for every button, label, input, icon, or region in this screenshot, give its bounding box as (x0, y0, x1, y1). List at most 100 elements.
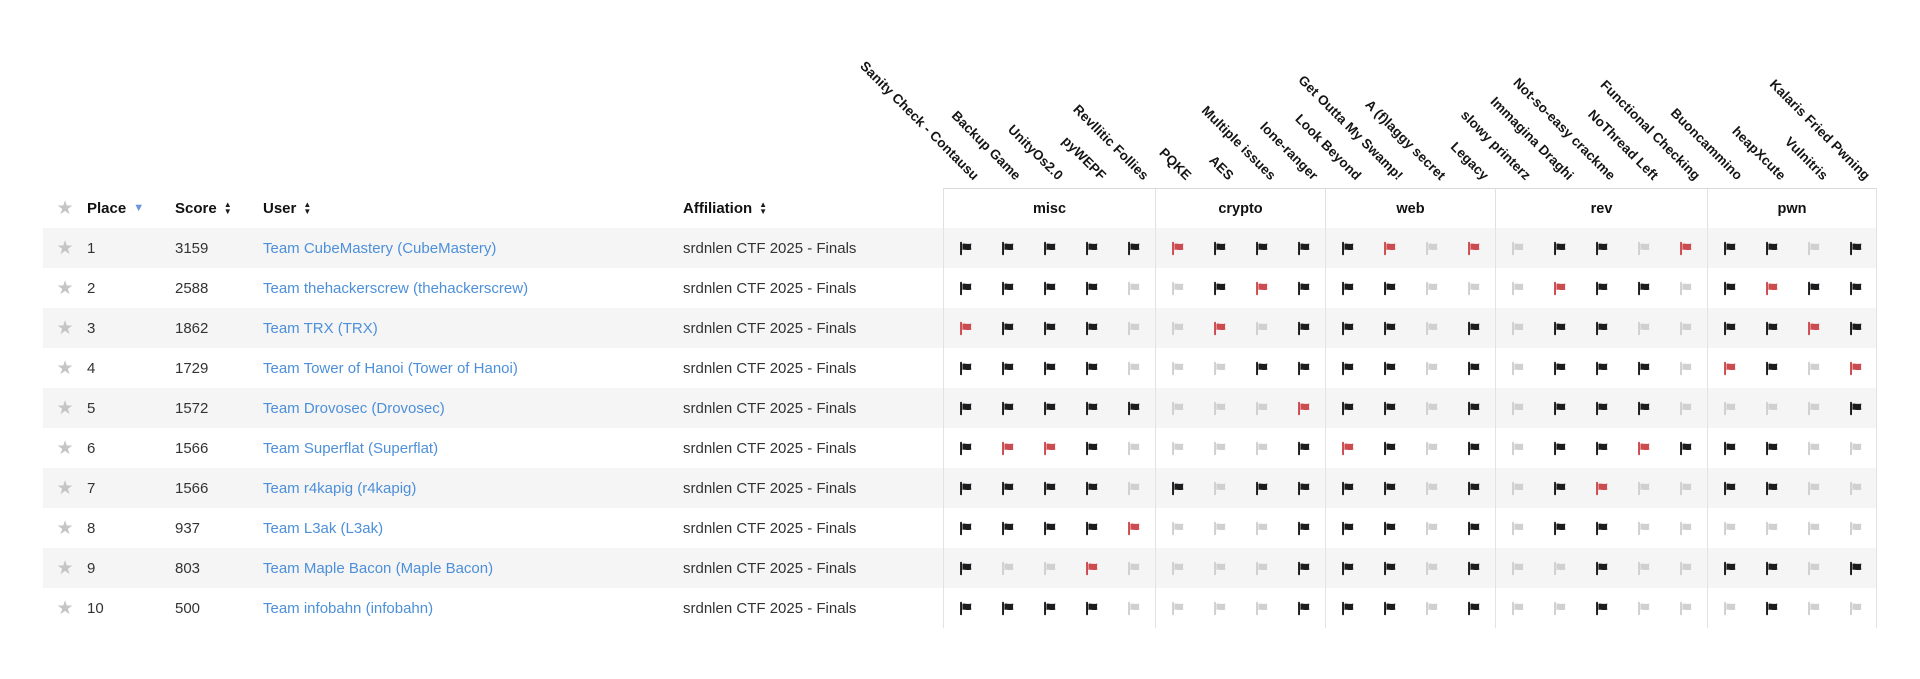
flag-group-pwn (1707, 348, 1877, 388)
flags-area (943, 468, 1877, 508)
challenge-flag-cell (1071, 548, 1113, 588)
star-icon[interactable]: ★ (56, 397, 74, 419)
flag-icon (1635, 240, 1652, 257)
challenge-flag-cell (1708, 468, 1750, 508)
flag-icon (1169, 560, 1186, 577)
challenge-flag-cell (1538, 308, 1580, 348)
flag-icon (1805, 360, 1822, 377)
flag-icon (957, 600, 974, 617)
flag-icon (1423, 400, 1440, 417)
challenge-flag-cell (1496, 548, 1538, 588)
team-link[interactable]: Team r4kapig (r4kapig) (263, 479, 417, 497)
flag-icon (1763, 240, 1780, 257)
flag-icon (1635, 560, 1652, 577)
affiliation-cell-text: srdnlen CTF 2025 - Finals (683, 399, 857, 417)
flag-group-rev (1495, 468, 1707, 508)
team-link[interactable]: Team L3ak (L3ak) (263, 519, 384, 537)
column-header-user[interactable]: User ▲ ▼ (263, 188, 683, 228)
flag-group-rev (1495, 428, 1707, 468)
place-cell: 1 (87, 228, 175, 268)
team-link[interactable]: Team Superflat (Superflat) (263, 439, 439, 457)
flags-area (943, 388, 1877, 428)
challenge-flag-cell (1708, 348, 1750, 388)
team-link[interactable]: Team Tower of Hanoi (Tower of Hanoi) (263, 359, 518, 377)
star-icon[interactable]: ★ (56, 277, 74, 299)
team-link[interactable]: Team infobahn (infobahn) (263, 599, 434, 617)
flag-icon (999, 600, 1016, 617)
category-label: pwn (1777, 200, 1807, 217)
flag-icon (999, 240, 1016, 257)
flag-icon (1295, 600, 1312, 617)
place-cell-text: 5 (87, 399, 96, 417)
score-cell-text: 500 (175, 599, 201, 617)
flag-icon (957, 240, 974, 257)
challenge-flag-cell (1665, 468, 1707, 508)
flag-icon (1295, 560, 1312, 577)
category-label: crypto (1218, 200, 1263, 217)
flag-icon (1509, 360, 1526, 377)
challenge-flag-cell (1326, 428, 1368, 468)
flag-icon (1677, 240, 1694, 257)
flag-icon (1423, 440, 1440, 457)
star-icon[interactable]: ★ (56, 477, 74, 499)
flag-icon (1125, 320, 1142, 337)
favorite-cell: ★ (43, 588, 87, 628)
column-header-place[interactable]: Place ▼ (87, 188, 175, 228)
star-icon[interactable]: ★ (56, 357, 74, 379)
star-icon[interactable]: ★ (56, 317, 74, 339)
challenge-flag-cell (1750, 388, 1792, 428)
challenge-flag-cell (1156, 268, 1198, 308)
flag-icon (1381, 240, 1398, 257)
challenge-flag-cell (1792, 308, 1834, 348)
challenge-flag-cell (944, 548, 986, 588)
column-header-affiliation[interactable]: Affiliation ▲ ▼ (683, 188, 943, 228)
flag-icon (1381, 520, 1398, 537)
challenge-flag-cell (1580, 388, 1622, 428)
star-icon[interactable]: ★ (56, 237, 74, 259)
challenge-flag-cell (1623, 348, 1665, 388)
challenge-flag-cell (944, 388, 986, 428)
affiliation-cell: srdnlen CTF 2025 - Finals (683, 428, 943, 468)
flag-icon (1593, 520, 1610, 537)
team-link[interactable]: Team TRX (TRX) (263, 319, 378, 337)
challenge-flag-cell (1623, 428, 1665, 468)
category-header-pwn: pwn (1707, 188, 1877, 228)
star-icon[interactable]: ★ (56, 517, 74, 539)
flag-icon (1295, 360, 1312, 377)
flag-icon (1083, 520, 1100, 537)
star-icon[interactable]: ★ (56, 437, 74, 459)
flag-icon (1211, 400, 1228, 417)
flag-icon (1635, 320, 1652, 337)
flag-icon (1593, 360, 1610, 377)
challenge-flag-cell (1156, 468, 1198, 508)
user-cell: Team CubeMastery (CubeMastery) (263, 228, 683, 268)
challenge-flag-cell (1834, 228, 1876, 268)
team-link[interactable]: Team CubeMastery (CubeMastery) (263, 239, 497, 257)
flag-icon (1211, 520, 1228, 537)
flag-icon (957, 520, 974, 537)
flag-group-misc (943, 268, 1155, 308)
flag-icon (1635, 520, 1652, 537)
flag-icon (1551, 360, 1568, 377)
flag-icon (1041, 360, 1058, 377)
challenge-flag-cell (1496, 428, 1538, 468)
challenge-flag-cell (1113, 308, 1155, 348)
challenge-flag-cell (1113, 228, 1155, 268)
challenge-flag-cell (1453, 548, 1495, 588)
affiliation-cell: srdnlen CTF 2025 - Finals (683, 388, 943, 428)
table-row: ★ 1 3159 Team CubeMastery (CubeMastery) srdn… (43, 228, 1877, 268)
flag-icon (1211, 240, 1228, 257)
challenge-flag-cell (986, 428, 1028, 468)
challenge-flag-cell (1368, 348, 1410, 388)
star-icon[interactable]: ★ (56, 597, 74, 619)
score-cell-text: 1572 (175, 399, 209, 417)
star-icon[interactable]: ★ (56, 557, 74, 579)
team-link[interactable]: Team Drovosec (Drovosec) (263, 399, 445, 417)
team-link[interactable]: Team thehackerscrew (thehackerscrew) (263, 279, 529, 297)
flag-icon (1509, 520, 1526, 537)
flag-icon (1847, 560, 1864, 577)
flag-icon (1721, 480, 1738, 497)
team-link[interactable]: Team Maple Bacon (Maple Bacon) (263, 559, 494, 577)
sort-both-icon: ▲ ▼ (759, 200, 768, 216)
column-header-score[interactable]: Score ▲ ▼ (175, 188, 263, 228)
